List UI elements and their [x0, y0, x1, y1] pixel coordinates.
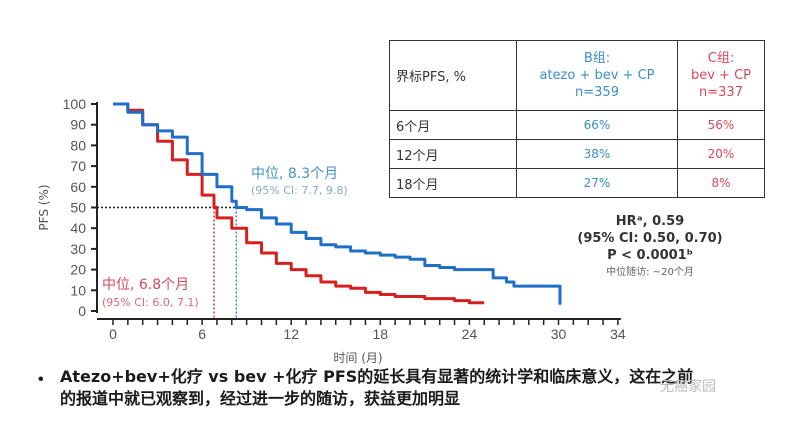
watermark: 无癌家园	[660, 379, 716, 395]
y-tick-label: 100	[63, 96, 87, 112]
group-c-n: n=337	[699, 85, 743, 100]
y-tick-label: 70	[70, 158, 86, 174]
curve-group-b	[113, 102, 562, 305]
cell-b: 27%	[516, 168, 678, 198]
red-median-ci: (95% CI: 6.0, 7.1)	[102, 296, 199, 309]
y-axis-title: PFS (%)	[37, 184, 51, 230]
cell-c: 8%	[677, 168, 765, 198]
group-b-name: B组:	[583, 51, 611, 66]
row-label: 6个月	[389, 110, 517, 140]
x-tick-label: 0	[109, 326, 117, 342]
cell-b: 38%	[516, 139, 678, 169]
y-tick-label: 20	[70, 262, 86, 278]
group-c-regimen: bev + CP	[690, 68, 752, 83]
cell-c: 56%	[677, 110, 765, 140]
table-header-label: 界标PFS, %	[389, 40, 517, 111]
table-row: 18个月 27% 8%	[389, 168, 765, 198]
x-tick-label: 34	[610, 326, 626, 342]
hazard-ratio-block: HRᵃ, 0.59 (95% CI: 0.50, 0.70) P < 0.000…	[560, 213, 740, 281]
row-label: 12个月	[389, 139, 517, 169]
table-row: 6个月 66% 56%	[389, 110, 765, 140]
table-header-group-c: C组: bev + CP n=337	[677, 40, 765, 111]
y-tick-label: 60	[70, 179, 86, 195]
x-axis-title: 时间 (月)	[333, 351, 382, 365]
group-b-regimen: atezo + bev + CP	[539, 68, 655, 83]
chart-axes: 0 10 20 30 40 50 60 70 80 90 100 0 6 12 18 24 30 34 PFS (%…	[37, 96, 626, 365]
hazard-ratio: HRᵃ, 0.59	[615, 214, 685, 229]
row-label: 18个月	[389, 168, 517, 198]
y-tick-label: 0	[78, 303, 86, 319]
bullet-line-1: Atezo+bev+化疗 vs bev +化疗 PFS的延长具有显著的统计学和临…	[60, 367, 694, 386]
blue-median-label: 中位, 8.3个月	[251, 166, 339, 182]
y-tick-label: 50	[70, 200, 86, 216]
cell-c: 20%	[677, 139, 765, 169]
curve-group-c	[113, 102, 485, 305]
x-tick-label: 24	[462, 326, 478, 342]
chart-curves	[113, 102, 562, 305]
x-tick-label: 12	[283, 326, 299, 342]
y-tick-label: 40	[70, 220, 86, 236]
x-tick-label: 30	[551, 326, 567, 342]
median-followup: 中位随访: ~20个月	[606, 267, 694, 278]
group-b-n: n=359	[575, 85, 619, 100]
table-header-group-b: B组: atezo + bev + CP n=359	[516, 40, 678, 111]
bullet-dot: •	[38, 371, 44, 388]
landmark-pfs-table: 界标PFS, % B组: atezo + bev + CP n=359 C组: …	[389, 40, 765, 198]
bullet-line-2: 的报道中就已观察到，经过进一步的随访，获益更加明显	[60, 389, 461, 408]
cell-b: 66%	[516, 110, 678, 140]
x-tick-label: 18	[373, 326, 389, 342]
group-c-name: C组:	[707, 51, 735, 66]
red-median-label: 中位, 6.8个月	[102, 277, 190, 293]
bullet-text: Atezo+bev+化疗 vs bev +化疗 PFS的延长具有显著的统计学和临…	[60, 366, 693, 410]
blue-median-ci: (95% CI: 7.7, 9.8)	[251, 184, 348, 197]
hazard-ratio-ci: (95% CI: 0.50, 0.70)	[577, 231, 723, 246]
p-value: P < 0.0001ᵇ	[607, 248, 693, 263]
y-tick-label: 30	[70, 241, 86, 257]
table-row: 12个月 38% 20%	[389, 139, 765, 169]
y-tick-label: 90	[70, 117, 86, 133]
y-tick-label: 10	[70, 282, 86, 298]
y-tick-label: 80	[70, 137, 86, 153]
x-tick-label: 6	[198, 326, 206, 342]
